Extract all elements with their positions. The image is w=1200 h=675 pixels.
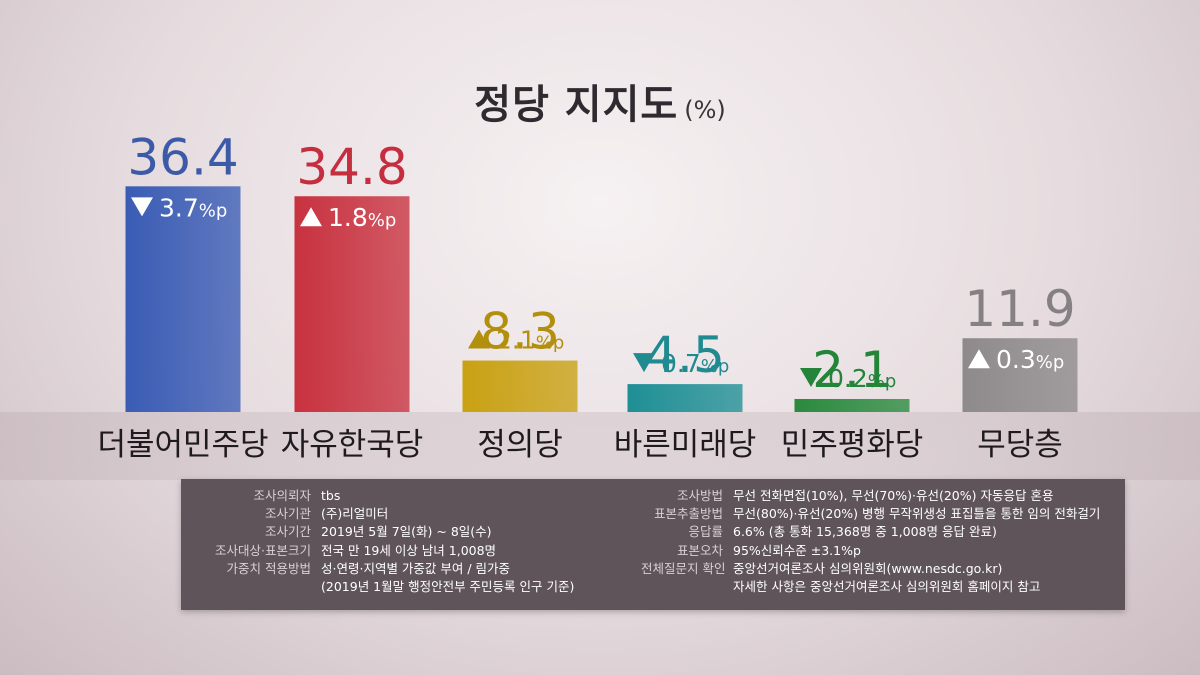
survey-info-row: 전체질문지 확인 중앙선거여론조사 심의위원회(www.nesdc.go.kr) xyxy=(641,560,1125,578)
survey-info-value: tbs xyxy=(321,488,341,503)
survey-info-row: 조사기관 (주)리얼미터 xyxy=(181,505,631,523)
chart-title: 정당 지지도 xyxy=(474,82,679,128)
category-label-0: 더불어민주당 xyxy=(97,427,268,463)
change-label-5: 0.3%p xyxy=(996,345,1064,374)
survey-info-value: 전국 만 19세 이상 남녀 1,008명 xyxy=(321,542,497,558)
survey-info-row: 표본추출방법 무선(80%)·유선(20%) 병행 무작위생성 표집틀을 통한 임… xyxy=(641,505,1125,523)
survey-info-row: 조사의뢰자 tbs xyxy=(181,487,631,505)
survey-info-label: 표본추출방법 xyxy=(653,506,723,522)
change-arrow-2 xyxy=(468,329,490,349)
survey-info-value: 95%신뢰수준 ±3.1%p xyxy=(733,542,861,558)
value-label-0: 36.4 xyxy=(127,128,238,186)
chart-floor-band xyxy=(0,412,1200,480)
survey-info-label: 조사대상·표본크기 xyxy=(215,542,311,558)
survey-info-row: 응답률 6.6% (총 통화 15,368명 중 1,008명 응답 완료) xyxy=(641,523,1125,541)
chart-unit: (%) xyxy=(684,96,726,124)
survey-info-value: 6.6% (총 통화 15,368명 중 1,008명 응답 완료) xyxy=(733,524,997,540)
survey-info-value: 2019년 5월 7일(화) ~ 8일(수) xyxy=(321,524,492,540)
survey-info-value: (주)리얼미터 xyxy=(321,506,389,522)
change-arrow-1 xyxy=(300,207,322,227)
value-label-1: 34.8 xyxy=(296,138,407,196)
change-label-0: 3.7%p xyxy=(159,193,227,222)
survey-info-label: 조사기간 xyxy=(264,524,311,540)
survey-info-label xyxy=(181,578,321,596)
survey-info-label: 조사기관 xyxy=(264,506,311,522)
bar-3 xyxy=(627,384,743,412)
change-arrow-3 xyxy=(633,353,655,373)
survey-info-row: 조사방법 무선 전화면접(10%), 무선(70%)·유선(20%) 자동응답 혼… xyxy=(641,487,1125,505)
value-label-5: 11.9 xyxy=(964,280,1075,338)
survey-info-row: 가중치 적용방법 성·연령·지역별 가중값 부여 / 림가중 xyxy=(181,560,631,578)
change-label-1: 1.8%p xyxy=(328,203,396,232)
survey-info-label: 가중치 적용방법 xyxy=(226,560,311,576)
change-label-4: 0.2%p xyxy=(828,364,896,393)
survey-info-label: 조사방법 xyxy=(676,488,723,503)
survey-info-row: 조사기간 2019년 5월 7일(화) ~ 8일(수) xyxy=(181,523,631,541)
change-label-3: 0.7%p xyxy=(661,349,729,378)
category-label-3: 바른미래당 xyxy=(614,427,757,463)
bar-2 xyxy=(462,360,578,412)
survey-info-right: 조사방법 무선 전화면접(10%), 무선(70%)·유선(20%) 자동응답 혼… xyxy=(641,487,1125,596)
survey-info-value: (2019년 1월말 행정안전부 주민등록 인구 기준) xyxy=(321,578,575,594)
value-label-2: 8.3 xyxy=(480,303,560,361)
survey-info-row: (2019년 1월말 행정안전부 주민등록 인구 기준) xyxy=(181,578,631,596)
value-label-3: 4.5 xyxy=(645,326,725,384)
survey-info-row: 자세한 사항은 중앙선거여론조사 심의위원회 홈페이지 참고 xyxy=(641,578,1125,596)
bar-4 xyxy=(794,398,910,412)
change-label-2: 2.1%p xyxy=(496,326,564,355)
survey-info-value: 중앙선거여론조사 심의위원회(www.nesdc.go.kr) xyxy=(733,560,1003,576)
change-arrow-5 xyxy=(968,349,990,369)
survey-info-value: 무선 전화면접(10%), 무선(70%)·유선(20%) 자동응답 혼용 xyxy=(733,488,1054,503)
category-label-2: 정의당 xyxy=(477,427,563,463)
bar-1 xyxy=(294,196,410,412)
survey-info-label: 조사의뢰자 xyxy=(253,488,311,503)
category-label-5: 무당층 xyxy=(977,427,1063,463)
change-arrow-4 xyxy=(800,367,822,387)
survey-info-label: 응답률 xyxy=(688,524,723,540)
survey-info-value: 성·연령·지역별 가중값 부여 / 림가중 xyxy=(321,560,511,576)
category-label-1: 자유한국당 xyxy=(281,427,424,463)
survey-info-value: 자세한 사항은 중앙선거여론조사 심의위원회 홈페이지 참고 xyxy=(733,578,1041,594)
survey-info-label: 표본오차 xyxy=(676,542,723,558)
survey-info-value: 무선(80%)·유선(20%) 병행 무작위생성 표집틀을 통한 임의 전화걸기 xyxy=(733,506,1101,522)
value-label-4: 2.1 xyxy=(812,341,892,399)
chart-title-block: 정당 지지도 (%) xyxy=(0,72,1200,130)
change-arrow-0 xyxy=(131,197,153,217)
category-label-4: 민주평화당 xyxy=(781,427,924,463)
bar-0 xyxy=(125,186,241,412)
bar-5 xyxy=(962,338,1078,412)
survey-info-row: 조사대상·표본크기 전국 만 19세 이상 남녀 1,008명 xyxy=(181,542,631,560)
survey-info-row: 표본오차 95%신뢰수준 ±3.1%p xyxy=(641,542,1125,560)
survey-info-label xyxy=(641,578,733,596)
survey-info-label: 전체질문지 확인 xyxy=(641,560,726,576)
